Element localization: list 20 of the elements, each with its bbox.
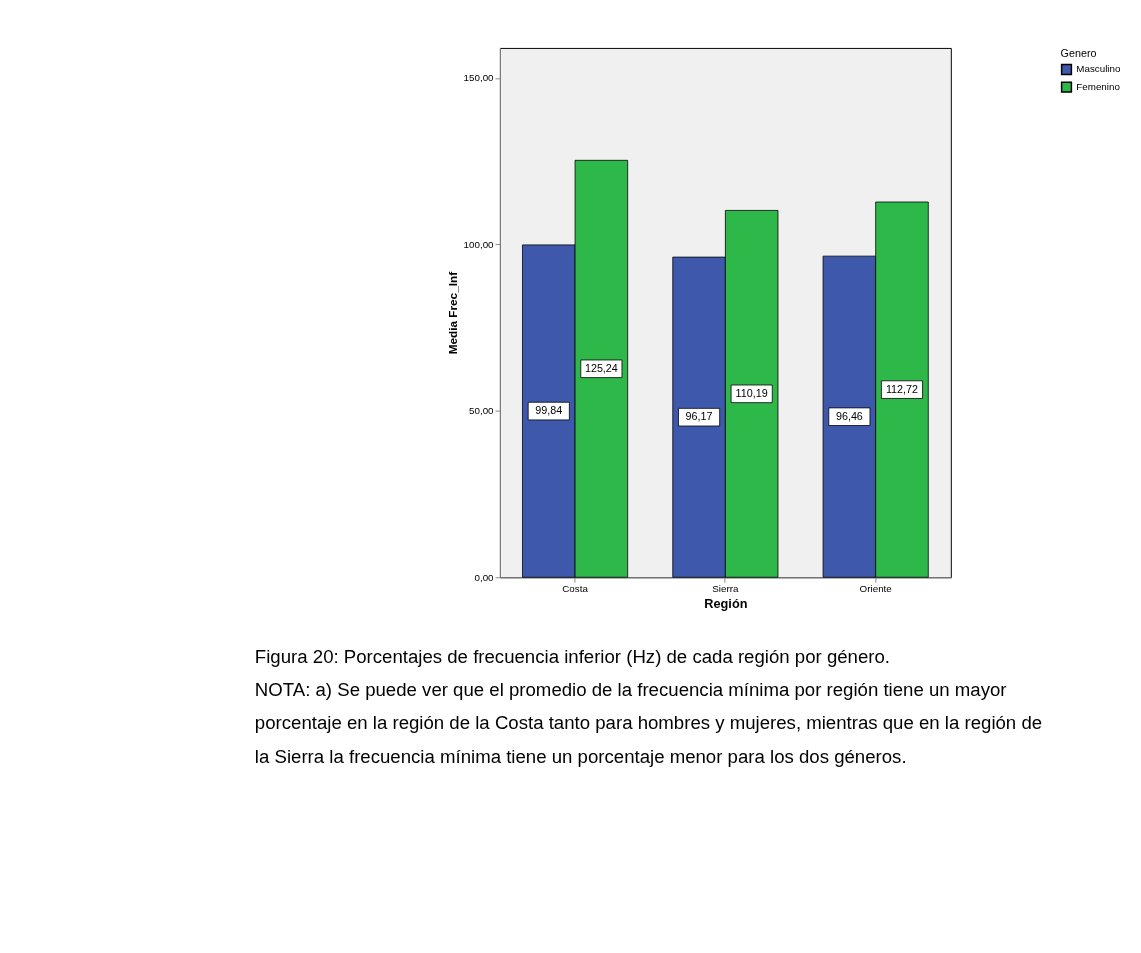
y-tick-label: 50,00 — [469, 405, 495, 417]
x-axis-title: Región — [704, 596, 748, 612]
data-label: 96,46 — [835, 409, 863, 422]
y-tick-label: 100,00 — [463, 238, 495, 250]
y-tick-label: 150,00 — [463, 72, 495, 84]
y-axis-title: Media Frec_Inf — [445, 271, 459, 355]
x-tick-label: Oriente — [859, 583, 893, 595]
x-tick-label: Sierra — [712, 583, 739, 595]
data-label: 125,24 — [584, 361, 618, 374]
legend-label: Masculino — [1076, 63, 1121, 75]
x-tick-label: Costa — [562, 583, 589, 595]
data-label: 110,19 — [735, 386, 768, 399]
data-label: 96,17 — [685, 410, 713, 423]
y-tick-label: 0,00 — [474, 571, 495, 583]
legend-title: Genero — [1060, 46, 1097, 59]
legend-label: Femenino — [1076, 81, 1121, 93]
text: NOTA: a) Se puede ver que el promedio de la frecuencia mínima por región tiene un mayor porcentaje en la región de la Costa tanto para hombres y mujeres, mientras que en la región de la Sierra la frecuencia mínima tiene un porcentaje menor para los dos géneros. — [254, 678, 1043, 767]
data-label: 99,84 — [535, 404, 563, 417]
text: Figura 20: Porcentajes de frecuencia inferior (Hz) de cada región por género. — [254, 645, 890, 667]
data-label: 112,72 — [885, 382, 919, 395]
